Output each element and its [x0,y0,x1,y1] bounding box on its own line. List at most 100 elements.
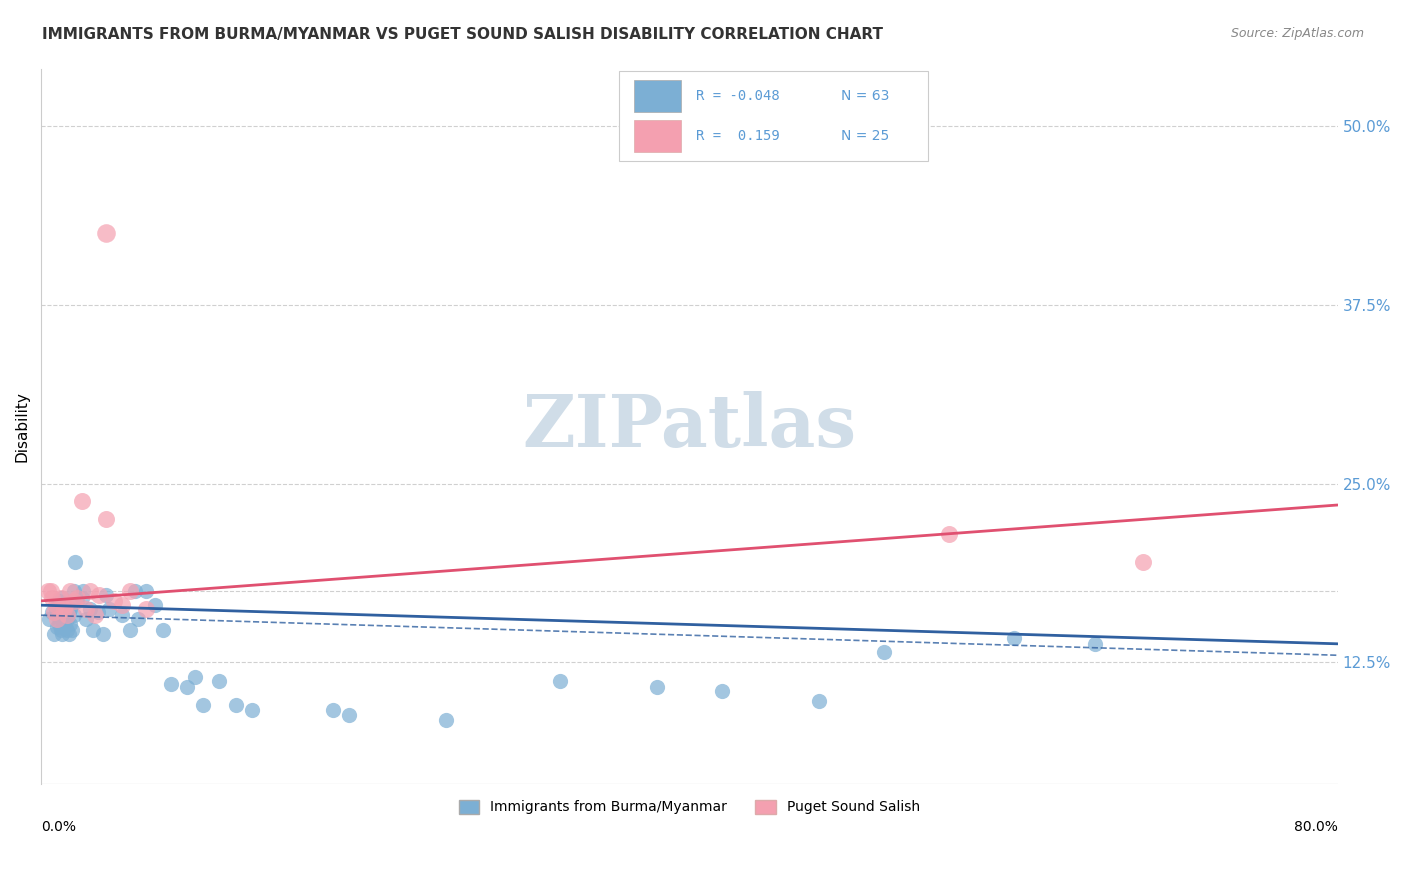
Point [434,713,457,727]
Point [62,583,84,598]
Point [103,594,125,608]
Point [76,612,98,626]
Text: 80.0%: 80.0% [1294,820,1337,834]
Point [59,583,82,598]
Point [94,226,117,240]
Point [45,598,67,612]
Point [59,616,82,631]
Point [66,591,89,605]
Point [79,583,101,598]
Point [42,627,65,641]
Point [49,612,72,626]
Point [111,608,134,623]
Text: IMMIGRANTS FROM BURMA/MYANMAR VS PUGET SOUND SALISH DISABILITY CORRELATION CHART: IMMIGRANTS FROM BURMA/MYANMAR VS PUGET S… [42,27,883,42]
Point [55,598,77,612]
Point [152,623,174,637]
Point [1083,637,1105,651]
Point [225,698,247,713]
Point [48,594,70,608]
Point [37,583,59,598]
Point [51,627,73,641]
Text: N = 25: N = 25 [841,128,890,143]
Point [55,598,77,612]
Point [873,645,896,659]
Point [46,598,69,612]
Legend: Immigrants from Burma/Myanmar, Puget Sound Salish: Immigrants from Burma/Myanmar, Puget Sou… [453,794,925,820]
Bar [634,120,681,152]
Point [120,583,142,598]
Point [51,605,73,619]
Point [135,602,157,616]
Point [51,591,73,605]
Point [60,623,83,637]
Point [55,620,77,634]
Point [645,680,668,694]
Point [135,583,157,598]
Point [48,616,70,631]
Point [56,612,79,626]
Point [62,594,84,608]
Point [52,602,75,616]
Point [337,708,360,723]
Point [46,612,69,626]
Point [39,583,62,598]
Point [938,526,960,541]
Point [82,623,104,637]
Point [240,703,263,717]
Point [58,605,80,619]
Text: N = 63: N = 63 [841,89,890,103]
Point [208,673,231,688]
Point [38,612,60,626]
Point [124,583,146,598]
Point [56,608,79,623]
Point [41,591,63,605]
Bar [634,80,681,112]
Text: ZIPatlas: ZIPatlas [522,391,856,462]
Point [72,583,94,598]
Point [1002,631,1025,645]
Point [45,602,67,616]
Point [55,608,77,623]
Point [46,620,69,634]
Point [98,602,121,616]
Text: Source: ZipAtlas.com: Source: ZipAtlas.com [1230,27,1364,40]
Point [710,684,733,698]
Point [89,588,111,602]
Point [120,623,142,637]
Point [76,602,98,616]
Point [159,677,181,691]
Point [46,608,69,623]
Point [79,602,101,616]
Point [42,605,65,619]
Point [52,612,75,626]
Point [83,608,105,623]
Point [184,670,207,684]
Point [49,623,72,637]
FancyBboxPatch shape [619,71,928,161]
Point [56,623,79,637]
Point [59,602,82,616]
Point [548,673,571,688]
Point [52,602,75,616]
Point [63,555,86,569]
Point [111,598,134,612]
Point [1132,555,1154,569]
Point [41,605,63,619]
Point [94,588,117,602]
Y-axis label: Disability: Disability [15,391,30,462]
Point [87,605,110,619]
Point [176,680,198,694]
Text: R =  0.159: R = 0.159 [696,128,780,143]
Point [322,703,344,717]
Point [143,598,166,612]
Point [91,627,114,641]
Point [193,698,215,713]
Point [94,512,117,526]
Point [58,627,80,641]
Text: 0.0%: 0.0% [41,820,76,834]
Point [70,493,93,508]
Point [127,612,149,626]
Text: R = -0.048: R = -0.048 [696,89,780,103]
Point [808,694,831,708]
Point [66,594,89,608]
